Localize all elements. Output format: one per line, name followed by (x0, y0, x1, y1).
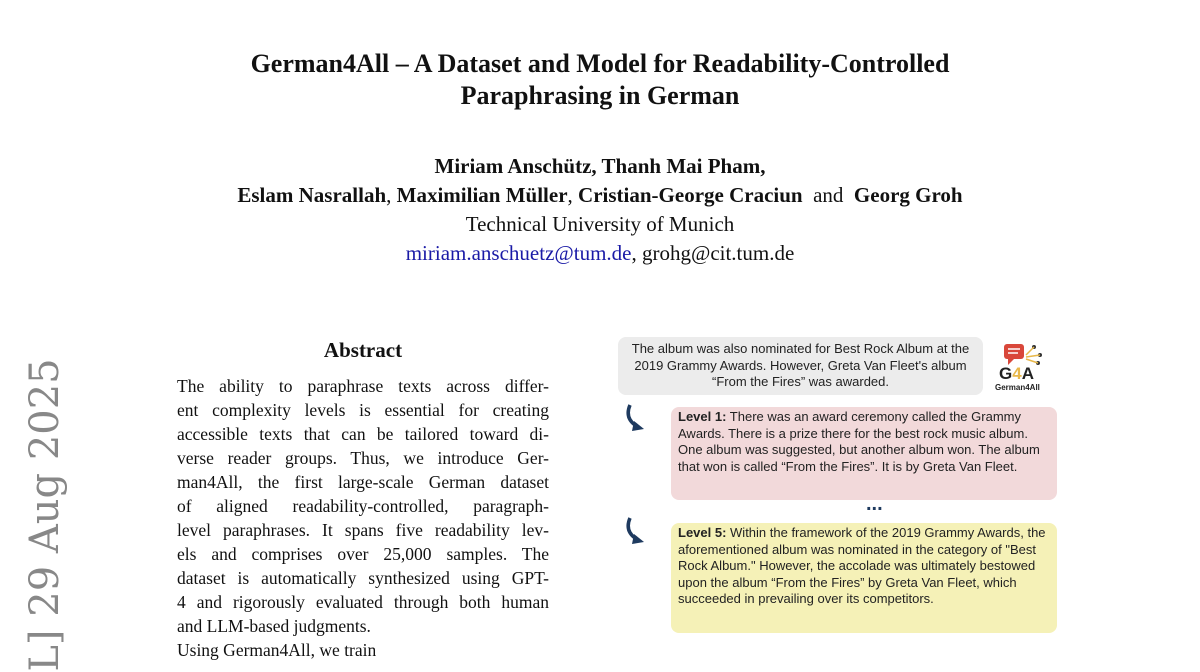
level-label: Level 1: (678, 409, 727, 424)
level-1-box: Level 1: There was an award ceremony cal… (671, 407, 1057, 500)
svg-text:German4All: German4All (995, 383, 1040, 392)
ellipsis: ... (866, 493, 883, 515)
arxiv-stamp: L] 29 Aug 2025 (22, 358, 68, 672)
author: Georg Groh (853, 183, 963, 207)
abstract-line: ent complexity levels is essential for c… (177, 400, 549, 420)
abstract-line: accessible texts that can be tailored to… (177, 424, 549, 444)
paper-title: German4All – A Dataset and Model for Rea… (0, 48, 1200, 112)
abstract-line: 4 and rigorously evaluated through both … (177, 592, 549, 612)
level-label: Level 5: (678, 525, 727, 540)
abstract-line: dataset is automatically synthesized usi… (177, 568, 549, 588)
arrow-icon (626, 404, 644, 431)
abstract-line: els and comprises over 25,000 samples. T… (177, 544, 549, 564)
author-block: Miriam Anschütz, Thanh Mai Pham, Eslam N… (0, 152, 1200, 268)
abstract-line: Using German4All, we train (177, 640, 377, 660)
and-text: and (813, 183, 844, 207)
abstract-heading: Abstract (323, 338, 403, 362)
author: Eslam Nasrallah (237, 183, 387, 207)
abstract-line: man4All, the first large-scale German da… (177, 472, 549, 492)
abstract-line: verse reader groups. Thus, we introduce … (177, 448, 549, 468)
level-text: There was an award ceremony called the G… (678, 409, 1040, 474)
author: Cristian-George Craciun (578, 183, 803, 207)
abstract-line: and LLM-based judgments. (177, 616, 371, 636)
email: grohg@cit.tum.de (641, 241, 795, 265)
abstract-body: The ability to paraphrase texts across d… (177, 374, 549, 662)
arrow-icon (626, 517, 644, 544)
svg-text:G4A: G4A (999, 364, 1034, 383)
title-line: German4All – A Dataset and Model for Rea… (250, 49, 950, 78)
source-text: The album was also nominated for Best Ro… (631, 341, 970, 390)
email-link[interactable]: miriam.anschuetz@tum.de (405, 241, 632, 265)
abstract-line: The ability to paraphrase texts across d… (177, 376, 549, 396)
abstract-line: of aligned readability-controlled, parag… (177, 496, 549, 516)
source-text-box: The album was also nominated for Best Ro… (618, 337, 983, 395)
author: Miriam Anschütz (434, 154, 592, 178)
affiliation: Technical University of Munich (465, 212, 735, 236)
abstract-line: level paraphrases. It spans five readabi… (177, 520, 549, 540)
title-line: Paraphrasing in German (460, 81, 740, 110)
author: Thanh Mai Pham, (601, 154, 766, 178)
level-5-box: Level 5: Within the framework of the 201… (671, 523, 1057, 633)
author: Maximilian Müller (396, 183, 568, 207)
german4all-logo-icon: G4A German4All (995, 344, 1042, 392)
level-text: Within the framework of the 2019 Grammy … (678, 525, 1046, 606)
